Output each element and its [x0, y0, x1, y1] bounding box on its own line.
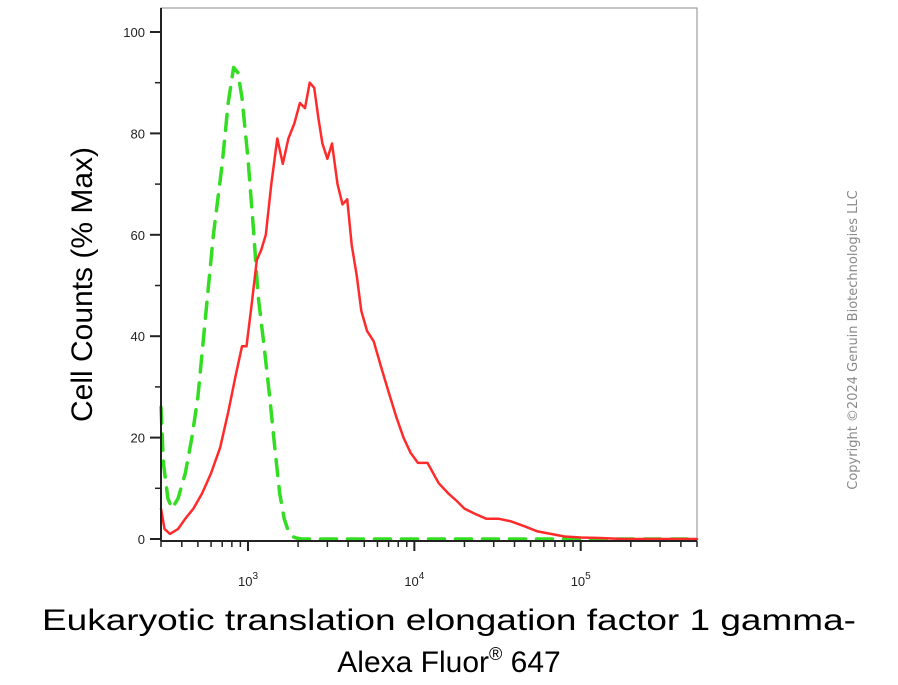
y-ticks: 0 20 40 60 80 100 — [123, 25, 161, 547]
sample-histogram — [159, 81, 699, 541]
x-tick-label: 105 — [571, 571, 591, 589]
x-tick-label: 103 — [238, 571, 258, 589]
x-axis-title-line2-main: Alexa Fluor — [337, 646, 489, 679]
copyright-watermark: Copyright ©2024 Genuin Biotechnologies L… — [846, 190, 861, 489]
x-ticks: 103 104 105 — [160, 541, 698, 589]
x-axis-title-line2-end: 647 — [502, 646, 560, 679]
isotype-control-histogram — [159, 65, 699, 541]
y-tick-label: 80 — [131, 126, 145, 141]
y-tick-label: 60 — [131, 228, 145, 243]
y-tick-label: 20 — [131, 431, 145, 446]
x-axis-title-line1: Eukaryotic translation elongation factor… — [42, 604, 856, 637]
x-axis-title-line2: Alexa Fluor® 647 — [337, 644, 560, 679]
x-axis-title-registered-mark: ® — [489, 644, 502, 664]
y-tick-label: 100 — [123, 25, 145, 40]
plot-area: 0 20 40 60 80 100 103 104 105 — [123, 7, 699, 589]
series-layer — [159, 65, 699, 541]
x-tick-label: 104 — [404, 571, 424, 589]
y-tick-label: 40 — [131, 329, 145, 344]
y-axis-title: Cell Counts (% Max) — [66, 147, 99, 422]
y-tick-label: 0 — [138, 532, 145, 547]
